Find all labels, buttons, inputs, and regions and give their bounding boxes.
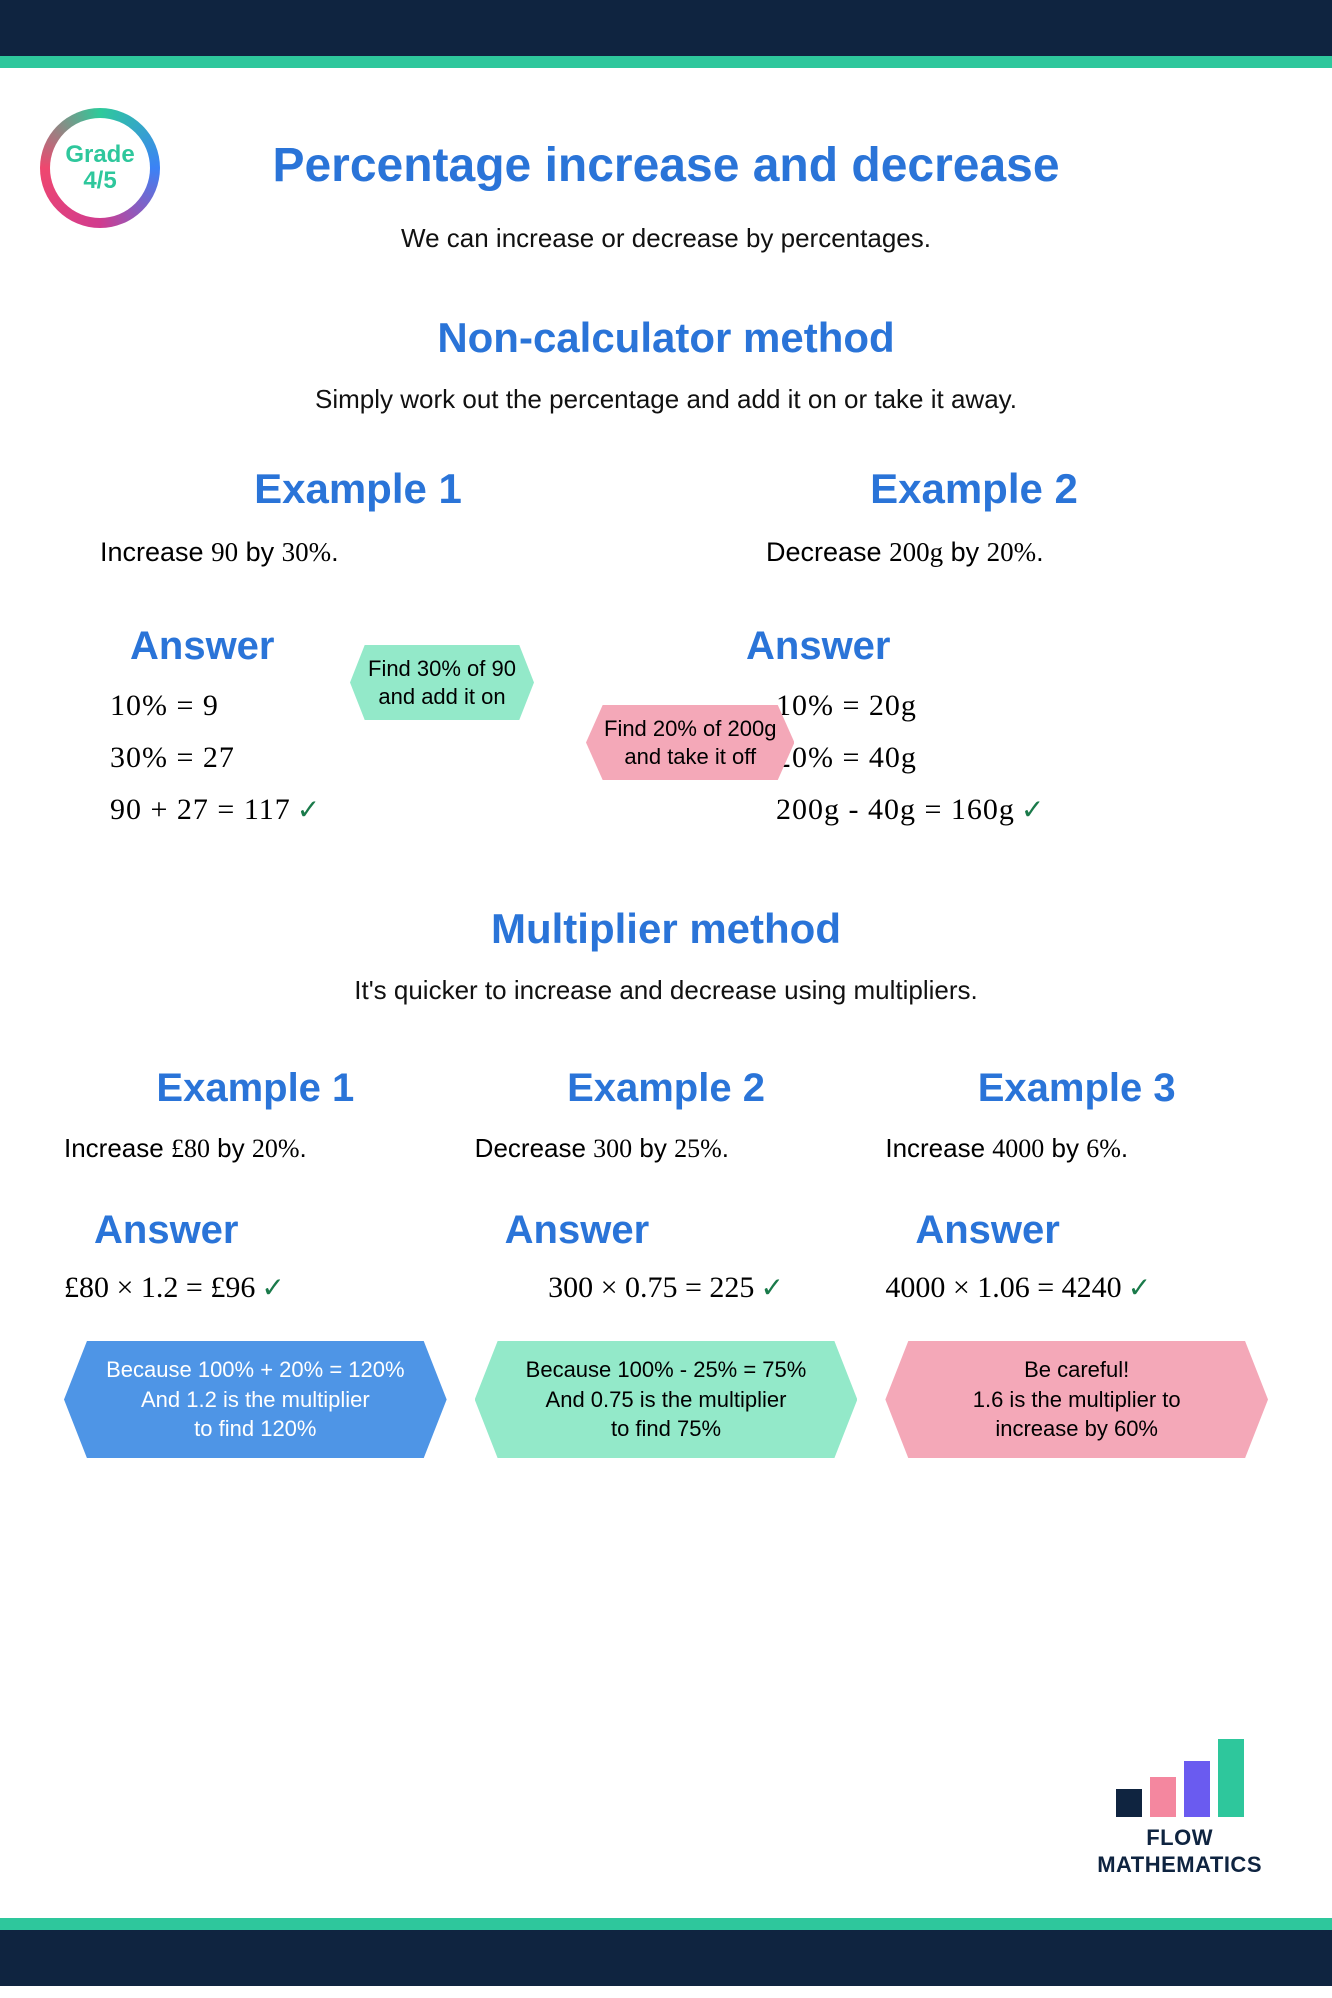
page-subtitle: We can increase or decrease by percentag… — [50, 223, 1282, 254]
section2-ex2: Example 2 Decrease 300 by 25%. Answer 30… — [461, 1066, 872, 1458]
top-dark-bar — [0, 0, 1332, 56]
section1-ex2: Example 2 Decrease 200g by 20%. Answer F… — [666, 465, 1282, 845]
ex1-working: 10% = 930% = 2790 + 27 = 117✓ — [70, 689, 646, 827]
logo-bars — [1097, 1739, 1262, 1817]
brand-logo: FLOWMATHEMATICS — [1097, 1739, 1262, 1878]
ex2-callout: Find 20% of 200gand take it off — [586, 705, 794, 780]
s2ex3-prompt: Increase 4000 by 6%. — [885, 1133, 1268, 1164]
page-content: Grade4/5 Percentage increase and decreas… — [0, 68, 1332, 1918]
s2ex3-h: Example 3 — [885, 1066, 1268, 1111]
section1-ex1: Example 1 Increase 90 by 30%. Answer Fin… — [50, 465, 666, 845]
check-icon: ✓ — [1128, 1273, 1151, 1304]
section2-sub: It's quicker to increase and decrease us… — [50, 975, 1282, 1006]
s2ex1-h: Example 1 — [64, 1066, 447, 1111]
section2-row: Example 1 Increase £80 by 20%. Answer £8… — [50, 1066, 1282, 1458]
s2ex3-eq: 4000 × 1.06 = 4240✓ — [885, 1271, 1268, 1305]
logo-text: FLOWMATHEMATICS — [1097, 1825, 1262, 1878]
s2ex1-prompt: Increase £80 by 20%. — [64, 1133, 447, 1164]
s2ex2-ans-h: Answer — [475, 1208, 858, 1253]
section1-row: Example 1 Increase 90 by 30%. Answer Fin… — [50, 465, 1282, 845]
page-title: Percentage increase and decrease — [50, 138, 1282, 193]
logo-bar — [1116, 1789, 1142, 1817]
bottom-teal-bar — [0, 1918, 1332, 1930]
s2ex2-h: Example 2 — [475, 1066, 858, 1111]
ex1-heading: Example 1 — [70, 465, 646, 513]
check-icon: ✓ — [1021, 795, 1045, 826]
ex1-callout: Find 30% of 90and add it on — [350, 645, 534, 720]
s2ex1-eq: £80 × 1.2 = £96✓ — [64, 1271, 447, 1305]
grade-badge: Grade4/5 — [40, 108, 160, 228]
section2-ex3: Example 3 Increase 4000 by 6%. Answer 40… — [871, 1066, 1282, 1458]
bottom-dark-bar — [0, 1930, 1332, 1986]
top-teal-bar — [0, 56, 1332, 68]
ex2-heading: Example 2 — [686, 465, 1262, 513]
s2ex2-note: Because 100% - 25% = 75%And 0.75 is the … — [475, 1341, 858, 1458]
check-icon: ✓ — [297, 795, 321, 826]
check-icon: ✓ — [261, 1273, 284, 1304]
check-icon: ✓ — [760, 1273, 783, 1304]
logo-bar — [1218, 1739, 1244, 1817]
ex2-answer-h: Answer — [686, 624, 1262, 669]
s2ex3-note: Be careful!1.6 is the multiplier toincre… — [885, 1341, 1268, 1458]
s2ex2-prompt: Decrease 300 by 25%. — [475, 1133, 858, 1164]
s2ex3-ans-h: Answer — [885, 1208, 1268, 1253]
ex1-prompt: Increase 90 by 30%. — [70, 537, 646, 568]
grade-text: Grade4/5 — [65, 142, 134, 195]
section2-heading: Multiplier method — [50, 905, 1282, 953]
section2-ex1: Example 1 Increase £80 by 20%. Answer £8… — [50, 1066, 461, 1458]
section1-heading: Non-calculator method — [50, 314, 1282, 362]
s2ex1-note: Because 100% + 20% = 120%And 1.2 is the … — [64, 1341, 447, 1458]
s2ex2-eq: 300 × 0.75 = 225✓ — [475, 1271, 858, 1305]
logo-bar — [1150, 1777, 1176, 1817]
logo-bar — [1184, 1761, 1210, 1817]
s2ex1-ans-h: Answer — [64, 1208, 447, 1253]
section1-sub: Simply work out the percentage and add i… — [50, 384, 1282, 415]
ex2-prompt: Decrease 200g by 20%. — [686, 537, 1262, 568]
